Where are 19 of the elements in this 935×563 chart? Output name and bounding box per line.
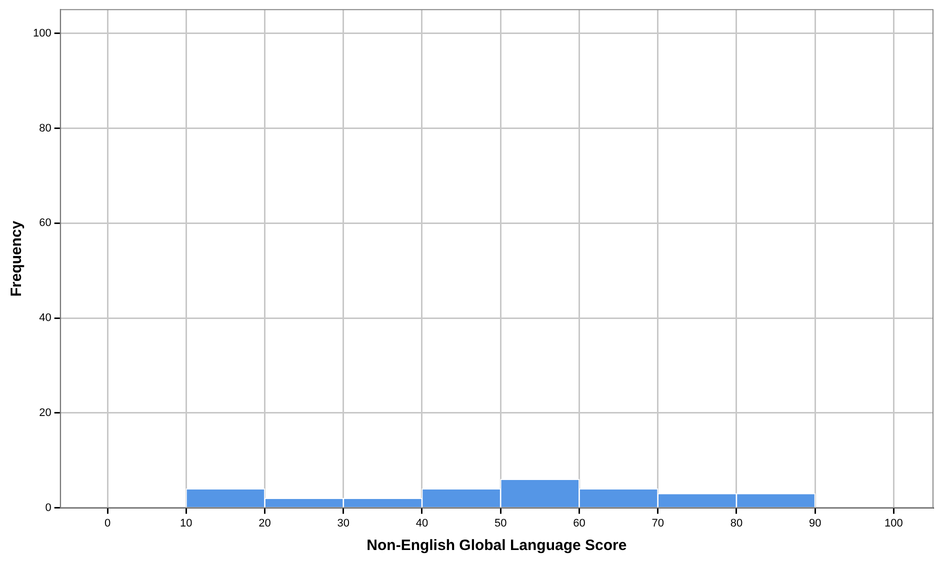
y-tick-label: 60: [39, 217, 52, 230]
y-tick-label: 80: [39, 122, 52, 134]
y-tick-label: 100: [32, 27, 52, 40]
x-tick-label: 40: [416, 517, 428, 530]
x-tick-label: 50: [494, 517, 507, 530]
x-tick-label: 80: [730, 517, 743, 530]
y-tick-label: 40: [39, 312, 52, 324]
x-tick-label: 70: [652, 517, 664, 530]
y-axis-title: Frequency: [8, 220, 26, 297]
x-tick-label: 90: [808, 517, 822, 530]
x-tick-label: 0: [104, 517, 111, 530]
y-tick-label: 0: [45, 502, 52, 514]
x-tick-label: 20: [258, 517, 271, 530]
y-tick-label: 20: [39, 406, 52, 419]
x-tick-label: 100: [884, 517, 903, 530]
x-tick-label: 30: [337, 517, 350, 530]
x-axis-title: Non-English Global Language Score: [366, 537, 627, 554]
x-tick-label: 10: [180, 517, 192, 530]
x-tick-label: 60: [573, 517, 586, 530]
